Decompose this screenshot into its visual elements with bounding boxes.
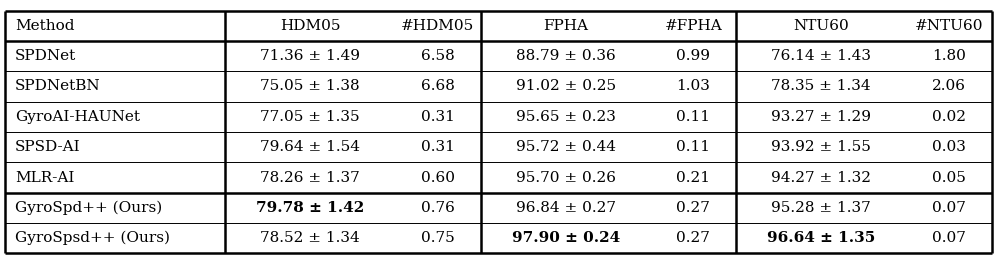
- Text: 0.99: 0.99: [676, 49, 711, 63]
- Text: 77.05 ± 1.35: 77.05 ± 1.35: [260, 110, 360, 124]
- Text: #NTU60: #NTU60: [915, 19, 983, 33]
- Text: SPDNetBN: SPDNetBN: [15, 79, 101, 93]
- Text: 95.70 ± 0.26: 95.70 ± 0.26: [515, 171, 615, 185]
- Text: 88.79 ± 0.36: 88.79 ± 0.36: [515, 49, 615, 63]
- Text: 93.92 ± 1.55: 93.92 ± 1.55: [772, 140, 871, 154]
- Text: 0.02: 0.02: [932, 110, 966, 124]
- Text: 6.68: 6.68: [421, 79, 455, 93]
- Text: 0.05: 0.05: [932, 171, 966, 185]
- Text: FPHA: FPHA: [543, 19, 588, 33]
- Text: 91.02 ± 0.25: 91.02 ± 0.25: [515, 79, 616, 93]
- Text: 93.27 ± 1.29: 93.27 ± 1.29: [772, 110, 871, 124]
- Text: 94.27 ± 1.32: 94.27 ± 1.32: [772, 171, 871, 185]
- Text: 0.07: 0.07: [932, 201, 966, 215]
- Text: #FPHA: #FPHA: [665, 19, 722, 33]
- Text: 0.11: 0.11: [676, 140, 711, 154]
- Text: 0.76: 0.76: [421, 201, 455, 215]
- Text: HDM05: HDM05: [280, 19, 340, 33]
- Text: SPSD-AI: SPSD-AI: [15, 140, 81, 154]
- Text: 1.03: 1.03: [677, 79, 711, 93]
- Text: 0.75: 0.75: [421, 231, 455, 245]
- Text: 96.64 ± 1.35: 96.64 ± 1.35: [767, 231, 875, 245]
- Text: 0.21: 0.21: [676, 171, 711, 185]
- Text: 0.03: 0.03: [932, 140, 966, 154]
- Text: GyroSpd++ (Ours): GyroSpd++ (Ours): [15, 201, 163, 215]
- Text: 76.14 ± 1.43: 76.14 ± 1.43: [772, 49, 871, 63]
- Text: 78.35 ± 1.34: 78.35 ± 1.34: [772, 79, 871, 93]
- Text: Method: Method: [15, 19, 75, 33]
- Text: #HDM05: #HDM05: [401, 19, 475, 33]
- Text: 6.58: 6.58: [421, 49, 455, 63]
- Text: 78.26 ± 1.37: 78.26 ± 1.37: [260, 171, 360, 185]
- Text: NTU60: NTU60: [794, 19, 849, 33]
- Text: 79.78 ± 1.42: 79.78 ± 1.42: [256, 201, 364, 215]
- Text: 97.90 ± 0.24: 97.90 ± 0.24: [511, 231, 620, 245]
- Text: 2.06: 2.06: [932, 79, 966, 93]
- Text: 0.31: 0.31: [421, 110, 455, 124]
- Text: 78.52 ± 1.34: 78.52 ± 1.34: [260, 231, 360, 245]
- Text: 0.31: 0.31: [421, 140, 455, 154]
- Text: 95.65 ± 0.23: 95.65 ± 0.23: [515, 110, 615, 124]
- Text: 79.64 ± 1.54: 79.64 ± 1.54: [260, 140, 360, 154]
- Text: SPDNet: SPDNet: [15, 49, 76, 63]
- Text: 0.27: 0.27: [677, 231, 711, 245]
- Text: 0.07: 0.07: [932, 231, 966, 245]
- Text: 75.05 ± 1.38: 75.05 ± 1.38: [260, 79, 360, 93]
- Text: GyroAI-HAUNet: GyroAI-HAUNet: [15, 110, 140, 124]
- Text: 95.72 ± 0.44: 95.72 ± 0.44: [515, 140, 615, 154]
- Text: MLR-AI: MLR-AI: [15, 171, 75, 185]
- Text: 1.80: 1.80: [932, 49, 966, 63]
- Text: 0.11: 0.11: [676, 110, 711, 124]
- Text: 71.36 ± 1.49: 71.36 ± 1.49: [260, 49, 360, 63]
- Text: 0.27: 0.27: [677, 201, 711, 215]
- Text: 0.60: 0.60: [421, 171, 455, 185]
- Text: 95.28 ± 1.37: 95.28 ± 1.37: [772, 201, 871, 215]
- Text: 96.84 ± 0.27: 96.84 ± 0.27: [515, 201, 615, 215]
- Text: GyroSpsd++ (Ours): GyroSpsd++ (Ours): [15, 231, 169, 246]
